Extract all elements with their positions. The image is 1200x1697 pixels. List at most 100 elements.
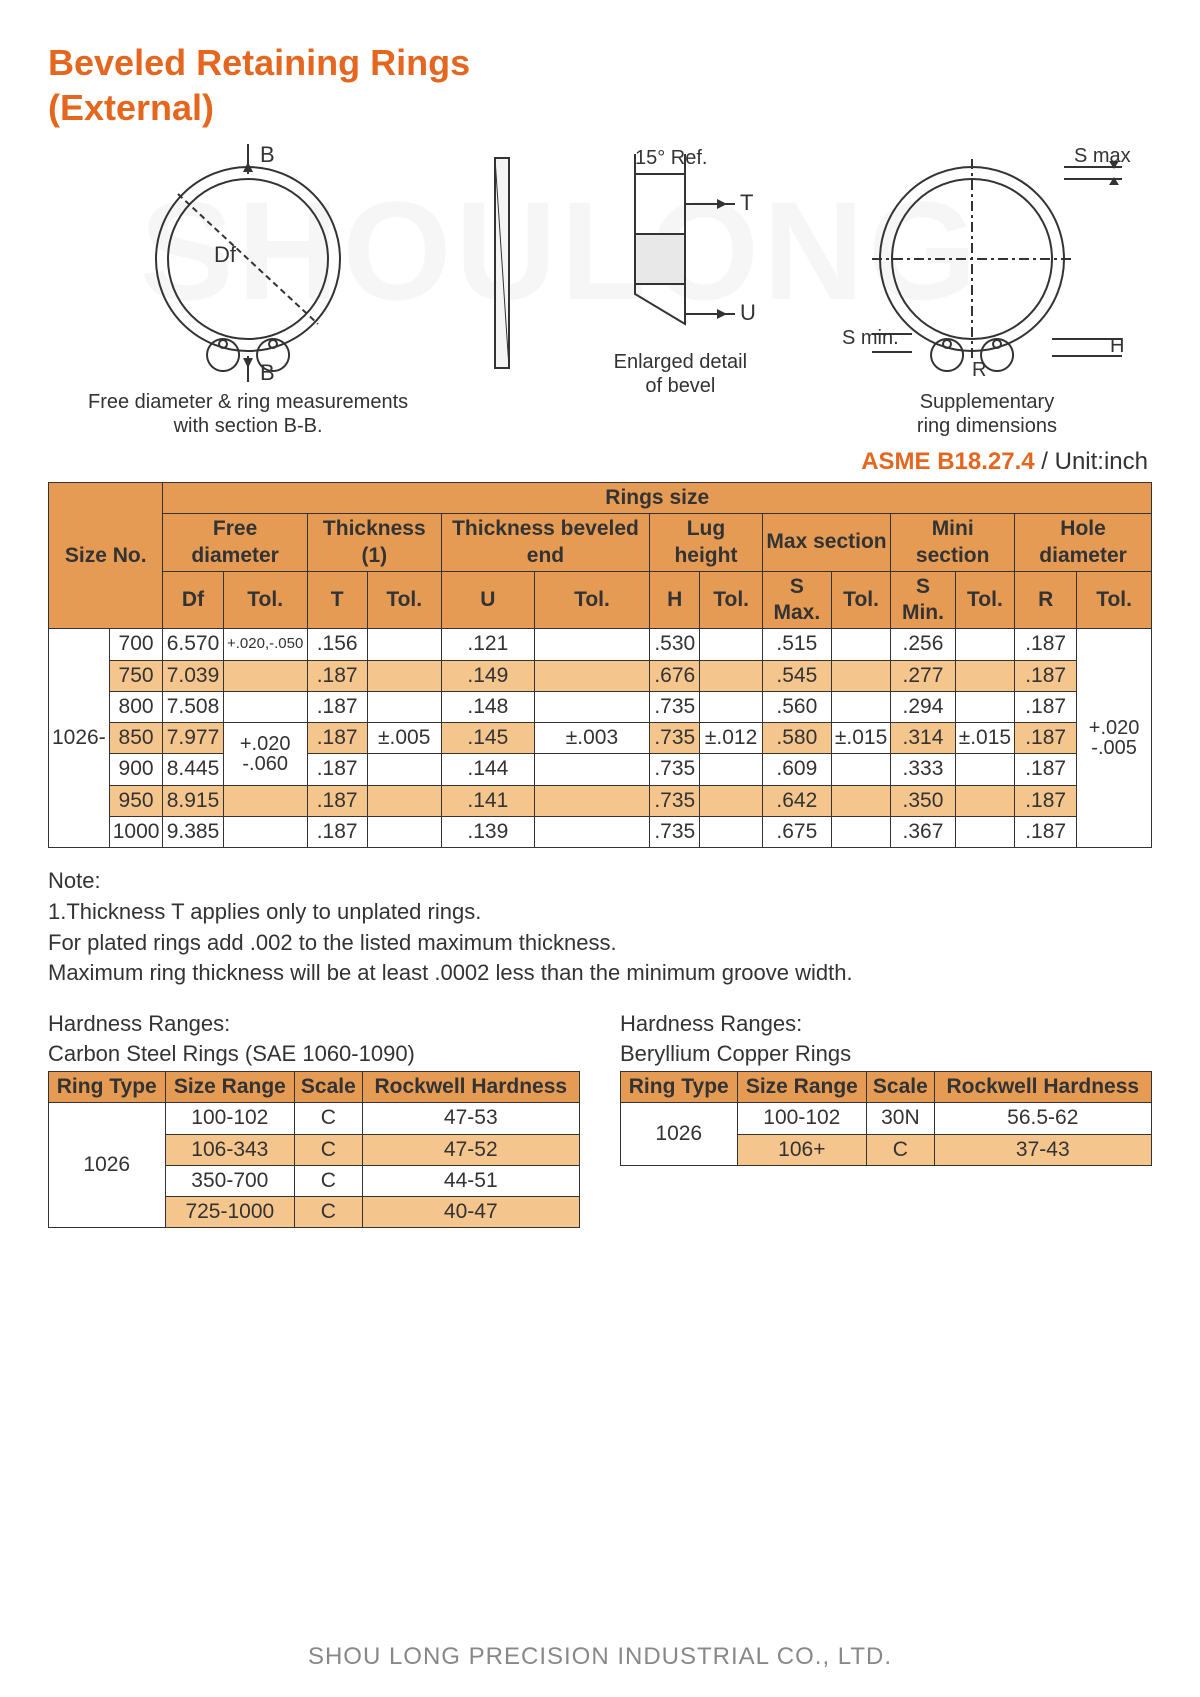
table-cell [534, 785, 649, 816]
hdr-min-section: Mini section [891, 514, 1015, 572]
table-cell [367, 754, 441, 785]
svg-text:T: T [740, 190, 753, 215]
spec-code: ASME B18.27.4 [861, 448, 1034, 475]
table-cell: .642 [762, 785, 831, 816]
notes-block: Note: 1.Thickness T applies only to unpl… [48, 866, 1152, 989]
table-cell: .187 [307, 691, 367, 722]
table-cell: .141 [441, 785, 534, 816]
table-cell: .121 [441, 629, 534, 660]
table-cell: 106-343 [165, 1134, 295, 1165]
table-cell: 8.915 [163, 785, 223, 816]
table-cell: .676 [650, 660, 700, 691]
hardness-row: Hardness Ranges: Carbon Steel Rings (SAE… [48, 1011, 1152, 1228]
table-cell: .675 [762, 816, 831, 847]
hardness-left-title2: Carbon Steel Rings (SAE 1060-1090) [48, 1041, 580, 1067]
table-cell: .333 [891, 754, 955, 785]
table-cell: 30N [867, 1103, 934, 1134]
table-cell: 1026 [49, 1103, 166, 1228]
table-cell: .735 [650, 723, 700, 754]
hr-col1: Size Range [737, 1072, 867, 1103]
notes-line2: For plated rings add .002 to the listed … [48, 928, 1152, 959]
table-cell: 44-51 [362, 1165, 579, 1196]
table-cell: C [295, 1197, 362, 1228]
table-cell: 7.039 [163, 660, 223, 691]
svg-text:Df: Df [214, 242, 237, 267]
svg-text:S min.: S min. [842, 327, 899, 349]
table-cell: 100-102 [737, 1103, 867, 1134]
hr-col2: Scale [867, 1072, 934, 1103]
table-cell [955, 629, 1014, 660]
table-cell: 47-52 [362, 1134, 579, 1165]
hdr-thickness: Thickness (1) [307, 514, 441, 572]
table-cell: ±.015 [831, 723, 890, 754]
table-cell: C [295, 1134, 362, 1165]
hr-col3: Rockwell Hardness [934, 1072, 1151, 1103]
svg-text:B: B [260, 144, 275, 167]
table-cell [955, 660, 1014, 691]
table-cell [955, 754, 1014, 785]
table-cell: +.020-.005 [1077, 629, 1152, 848]
sub-smax-tol: Tol. [831, 571, 890, 629]
table-cell: C [295, 1103, 362, 1134]
hl-col0: Ring Type [49, 1072, 166, 1103]
table-cell: .545 [762, 660, 831, 691]
table-cell: 1026- [49, 629, 110, 848]
sub-t: T [307, 571, 367, 629]
footer-company: SHOU LONG PRECISION INDUSTRIAL CO., LTD. [0, 1643, 1200, 1671]
table-cell: 7.977 [163, 723, 223, 754]
table-cell [831, 754, 890, 785]
table-cell [831, 629, 890, 660]
table-cell: .187 [307, 816, 367, 847]
table-cell [955, 816, 1014, 847]
table-cell: C [867, 1134, 934, 1165]
hdr-max-section: Max section [762, 514, 890, 572]
svg-text:S max.: S max. [1074, 145, 1132, 167]
table-cell: 700 [109, 629, 163, 660]
table-cell: 1000 [109, 816, 163, 847]
rings-size-table: Size No. Rings size Free diameter Thickn… [48, 482, 1152, 848]
svg-text:B: B [260, 360, 275, 384]
table-cell: .187 [1015, 629, 1077, 660]
diagram-row: B B Df Free diameter & ring measurements… [88, 144, 1132, 438]
hdr-lug-height: Lug height [650, 514, 763, 572]
table-cell: 850 [109, 723, 163, 754]
table-cell [955, 785, 1014, 816]
table-cell: .530 [650, 629, 700, 660]
diagram-left-caption: Free diameter & ring measurementswith se… [88, 390, 408, 438]
table-cell: .735 [650, 691, 700, 722]
diagram-right-caption: Supplementaryring dimensions [917, 390, 1057, 438]
table-cell: .580 [762, 723, 831, 754]
table-cell: .187 [307, 660, 367, 691]
table-cell [534, 754, 649, 785]
spec-line: ASME B18.27.4 / Unit:inch [48, 448, 1148, 476]
table-cell: ±.012 [700, 723, 762, 754]
table-cell [534, 660, 649, 691]
table-cell [700, 816, 762, 847]
table-cell: .144 [441, 754, 534, 785]
table-cell: .187 [1015, 691, 1077, 722]
table-cell [700, 754, 762, 785]
hardness-left-title1: Hardness Ranges: [48, 1011, 580, 1037]
table-cell: ±.003 [534, 723, 649, 754]
table-cell: .187 [1015, 785, 1077, 816]
table-cell: 6.570 [163, 629, 223, 660]
table-cell: .187 [1015, 754, 1077, 785]
table-cell: 800 [109, 691, 163, 722]
table-cell [534, 691, 649, 722]
table-cell: .187 [307, 754, 367, 785]
table-cell [367, 816, 441, 847]
table-cell: .735 [650, 785, 700, 816]
svg-text:15° Ref.: 15° Ref. [635, 147, 707, 169]
table-cell: ±.015 [955, 723, 1014, 754]
table-cell: 7.508 [163, 691, 223, 722]
table-cell: .187 [307, 723, 367, 754]
sub-smin-tol: Tol. [955, 571, 1014, 629]
table-cell: .735 [650, 816, 700, 847]
table-cell: 100-102 [165, 1103, 295, 1134]
table-cell: .294 [891, 691, 955, 722]
table-cell [223, 691, 307, 722]
table-cell [367, 785, 441, 816]
table-cell [831, 691, 890, 722]
table-cell [700, 660, 762, 691]
sub-h-tol: Tol. [700, 571, 762, 629]
